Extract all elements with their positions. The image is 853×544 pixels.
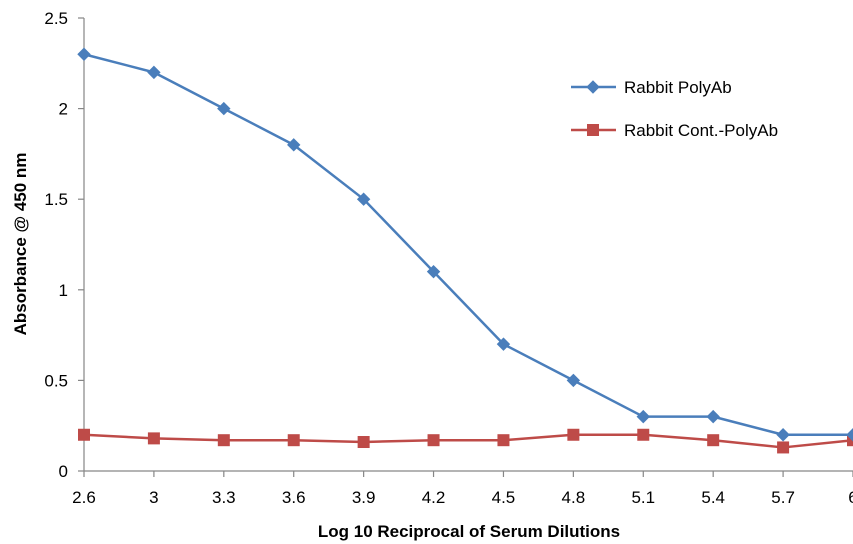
x-tick-label: 6 [848, 488, 853, 507]
series-line [83, 53, 853, 437]
data-point [287, 434, 300, 447]
x-tick-label: 3 [149, 488, 158, 507]
series-rabbit-cont-polyab [78, 428, 853, 454]
data-point [147, 65, 161, 80]
y-axis-ticks: 0 0.5 1 1.5 2 2.5 [44, 9, 84, 481]
legend-item: Rabbit PolyAb [571, 78, 732, 97]
legend-marker [586, 80, 600, 94]
y-tick-label: 2.5 [44, 9, 68, 28]
data-point [637, 428, 650, 441]
x-tick-label: 5.1 [631, 488, 655, 507]
series-rabbit-polyab [77, 47, 853, 442]
data-point [776, 428, 790, 442]
x-axis-ticks: 2.6 3 3.3 3.6 3.9 4.2 4.5 4.8 5.1 5.4 5.7 6 [72, 471, 853, 507]
legend-item: Rabbit Cont.-PolyAb [571, 121, 778, 140]
data-point [706, 409, 720, 424]
y-axis-title: Absorbance @ 450 nm [11, 153, 30, 336]
data-point [707, 434, 720, 447]
axes [83, 18, 853, 472]
data-point [217, 434, 230, 447]
x-tick-label: 4.5 [492, 488, 516, 507]
data-point [217, 101, 231, 116]
y-tick-label: 1.5 [44, 190, 68, 209]
series-line [83, 433, 853, 449]
x-tick-label: 4.8 [562, 488, 586, 507]
y-tick-label: 1 [59, 281, 68, 300]
x-tick-label: 2.6 [72, 488, 96, 507]
x-axis-title: Log 10 Reciprocal of Serum Dilutions [318, 522, 620, 541]
data-point [357, 436, 370, 449]
x-tick-label: 4.2 [422, 488, 446, 507]
data-point [567, 428, 580, 441]
x-tick-label: 3.3 [212, 488, 236, 507]
x-tick-label: 5.7 [771, 488, 795, 507]
data-point [427, 434, 440, 447]
data-point [78, 428, 90, 441]
data-point [147, 432, 160, 445]
x-tick-label: 3.9 [352, 488, 376, 507]
legend-label: Rabbit PolyAb [624, 78, 732, 97]
data-point [77, 47, 91, 61]
y-tick-label: 2 [59, 100, 68, 119]
y-tick-label: 0.5 [44, 371, 68, 390]
data-point [846, 428, 853, 442]
data-point [566, 373, 581, 388]
series-layer [77, 47, 853, 454]
data-point [497, 434, 510, 447]
data-point [847, 434, 853, 447]
data-point [426, 264, 441, 279]
y-tick-label: 0 [59, 462, 68, 481]
data-point [496, 337, 511, 351]
legend-marker [587, 124, 599, 136]
legend: Rabbit PolyAb Rabbit Cont.-PolyAb [571, 78, 778, 140]
data-point [777, 441, 790, 454]
data-point [287, 138, 301, 152]
legend-label: Rabbit Cont.-PolyAb [624, 121, 778, 140]
data-point [636, 409, 650, 424]
x-tick-label: 3.6 [282, 488, 306, 507]
data-point [356, 192, 371, 206]
x-tick-label: 5.4 [701, 488, 725, 507]
